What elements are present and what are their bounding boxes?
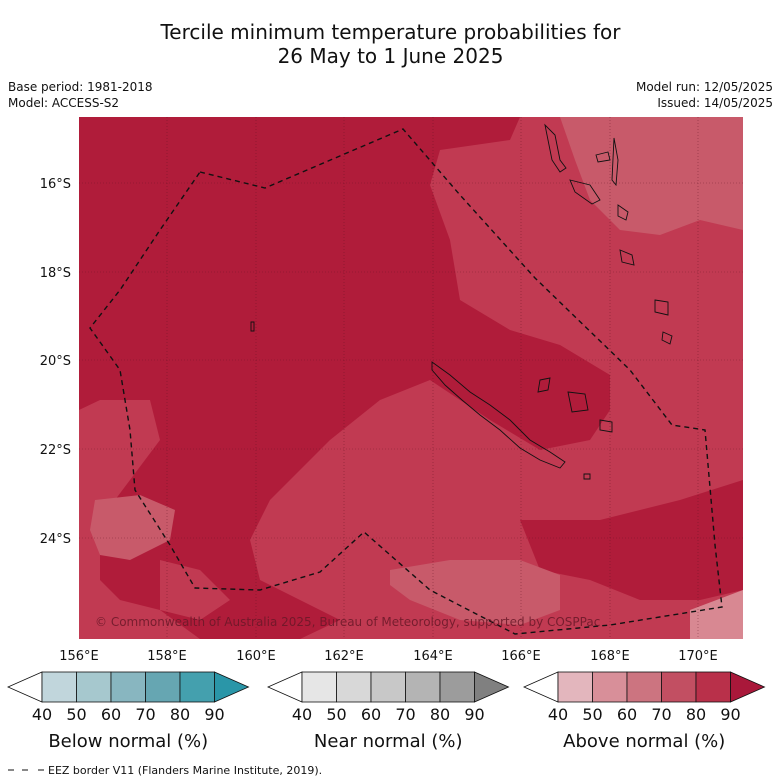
colorbar-tick-label: 50 [66,705,86,724]
model-name: Model: ACCESS-S2 [8,96,120,110]
lat-axis: 16°S 18°S 20°S 22°S 24°S [40,177,71,547]
colorbar-segment [439,671,475,703]
vanuatu-1 [544,123,567,173]
map-title-line2: 26 May to 1 June 2025 [277,44,504,68]
field-80-90-southeast [520,480,743,600]
colorbar-tick-label: 80 [170,705,190,724]
probability-field [79,117,743,639]
lon-label: 156°E [59,649,99,664]
lon-label: 166°E [501,649,541,664]
colorbar-segment [370,671,406,703]
lon-axis: 156°E 158°E 160°E 162°E 164°E 166°E 168°… [59,649,718,664]
colorbar-tick-label: 50 [582,705,602,724]
field-70-80-south [160,560,230,620]
colorbar-segment [592,671,628,703]
colorbar-tick-label: 90 [204,705,224,724]
colorbar-tick-label: 40 [548,705,568,724]
colorbar-min-arrow [523,671,559,703]
field-60-70-ne [560,117,743,235]
islet-1 [250,321,255,332]
field-60-70-center [390,560,560,625]
colorbar-min-arrow [267,671,303,703]
vanuatu-8 [661,331,673,345]
lon-label: 170°E [678,649,718,664]
colorbar-segment [301,671,337,703]
colorbar-segment [76,671,112,703]
islet-2 [583,473,591,480]
lon-label: 164°E [413,649,453,664]
lat-label: 24°S [40,532,71,547]
vanuatu-4 [611,137,619,187]
colorbar-segment [179,671,215,703]
model-run: Model run: 12/05/2025 [635,80,773,94]
coastlines [250,123,673,480]
lat-label: 22°S [40,443,71,458]
colorbar-segment [695,671,731,703]
colorbar-above-normal: 40 50 60 70 80 90 Above normal (%) [523,671,766,752]
lon-label: 162°E [324,649,364,664]
colorbar-segment [110,671,146,703]
colorbar-tick-label: 90 [464,705,484,724]
loyalty-islands-3 [599,419,613,433]
colorbar-title: Below normal (%) [48,731,208,752]
vanuatu-5 [617,204,629,221]
colorbar-tick-label: 80 [430,705,450,724]
vanuatu-7 [654,299,669,316]
lat-label: 20°S [40,354,71,369]
colorbar-title: Near normal (%) [314,731,463,752]
colorbar-max-arrow [730,671,766,703]
lon-label: 168°E [590,649,630,664]
colorbar-below-normal: 40 50 60 70 80 90 Below normal (%) [7,671,250,752]
colorbar-tick-label: 70 [135,705,155,724]
field-50-60-se [690,590,743,639]
colorbar-tick-label: 60 [101,705,121,724]
new-caledonia [431,361,566,469]
colorbar-min-arrow [7,671,43,703]
graticule [79,117,743,639]
lon-label: 158°E [147,649,187,664]
colorbar-segment [557,671,593,703]
colorbar-title: Above normal (%) [563,731,725,752]
issued-date: Issued: 14/05/2025 [657,96,773,110]
loyalty-islands-2 [567,391,589,413]
colorbar-segment [626,671,662,703]
lon-label: 160°E [236,649,276,664]
lat-label: 18°S [40,266,71,281]
vanuatu-2 [595,151,611,163]
colorbar-max-arrow [214,671,250,703]
colorbar-tick-label: 50 [326,705,346,724]
lat-label: 16°S [40,177,71,192]
copyright-text: © Commonwealth of Australia 2025, Bureau… [95,615,600,629]
colorbar-tick-label: 70 [651,705,671,724]
colorbar-tick-label: 60 [361,705,381,724]
loyalty-islands-1 [537,377,551,393]
colorbar-max-arrow [474,671,510,703]
colorbar-tick-label: 40 [292,705,312,724]
map-title-line1: Tercile minimum temperature probabilitie… [160,20,621,44]
colorbar-tick-label: 40 [32,705,52,724]
colorbar-segment [145,671,181,703]
legend-note: EEZ border V11 (Flanders Marine Institut… [48,764,322,777]
colorbar-segment [661,671,697,703]
colorbar-tick-label: 60 [617,705,637,724]
field-80-90-west [79,117,610,639]
eez-border [89,128,723,635]
vanuatu-6 [619,249,635,266]
colorbar-tick-label: 70 [395,705,415,724]
colorbar-segment [336,671,372,703]
colorbar-tick-label: 80 [686,705,706,724]
vanuatu-3 [569,179,601,205]
field-60-70-west [90,495,175,560]
base-period: Base period: 1981-2018 [8,80,153,94]
colorbar-segment [41,671,77,703]
colorbar-segment [405,671,441,703]
colorbar-tick-label: 90 [720,705,740,724]
